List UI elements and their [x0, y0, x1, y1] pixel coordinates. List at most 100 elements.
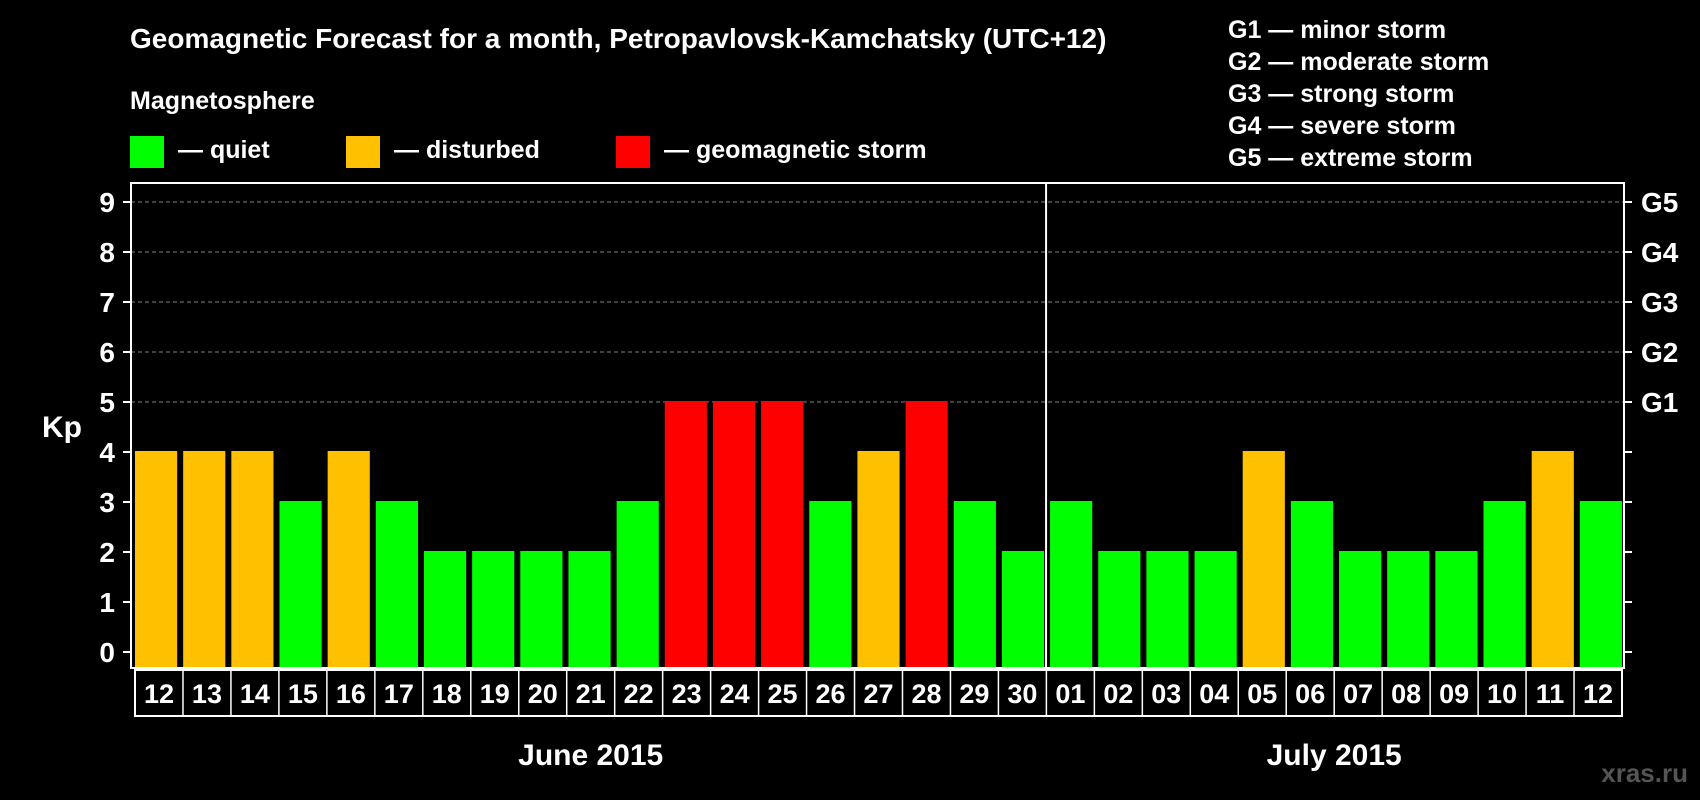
bar-04	[1194, 551, 1237, 668]
bar-24	[712, 401, 756, 668]
legend-title: Magnetosphere	[130, 87, 315, 115]
grid-lines	[131, 201, 1624, 403]
y-tick-label: 8	[99, 237, 115, 268]
x-tick-label: 27	[863, 679, 893, 709]
storm-level-label: G2	[1641, 337, 1678, 368]
y-tick-label: 5	[99, 387, 115, 418]
x-tick-label: 03	[1151, 679, 1181, 709]
bar-16	[327, 451, 370, 668]
x-tick-label: 13	[192, 679, 222, 709]
bar-18	[423, 551, 467, 668]
x-tick-label: 16	[336, 679, 366, 709]
x-tick-label: 05	[1247, 679, 1277, 709]
plot-frame	[130, 182, 1625, 669]
month-labels: June 2015 July 2015	[518, 739, 1402, 772]
bar-03	[1146, 551, 1189, 668]
x-axis: 12 13 14 15 16 17 18 19 20 21 22 23 24 25 26 27 28 29 30 01…	[134, 669, 1623, 717]
legend-swatch	[346, 136, 380, 168]
storm-scale-entry: G4 — severe storm	[1228, 112, 1456, 140]
bar-30	[1001, 551, 1045, 668]
bar-07	[1339, 551, 1382, 668]
x-tick-label: 12	[1583, 679, 1613, 709]
x-tick-label: 17	[384, 679, 414, 709]
chart-title: Geomagnetic Forecast for a month, Petrop…	[130, 23, 1106, 54]
bar-29	[953, 501, 996, 668]
storm-level-axis: G1 G2 G3 G4 G5	[1624, 187, 1679, 653]
bar-10	[1483, 501, 1526, 668]
x-tick-label: 30	[1007, 679, 1037, 709]
x-tick-label: 06	[1295, 679, 1325, 709]
bar-13	[183, 451, 226, 668]
bar-12	[1579, 501, 1622, 668]
x-tick-label: 21	[576, 679, 606, 709]
x-tick-label: 15	[288, 679, 318, 709]
storm-scale-entry: G1 — minor storm	[1228, 16, 1446, 44]
legend: — quiet — disturbed — geomagnetic storm	[130, 136, 927, 168]
bar-23	[664, 401, 707, 668]
y-tick-label: 2	[99, 537, 115, 568]
watermark: xras.ru	[1601, 758, 1688, 788]
month-label: July 2015	[1267, 739, 1402, 772]
storm-level-label: G5	[1641, 187, 1678, 218]
y-tick-label: 6	[99, 337, 115, 368]
x-tick-label: 19	[480, 679, 510, 709]
y-tick-label: 1	[99, 587, 115, 618]
x-tick-label: 26	[816, 679, 846, 709]
x-tick-label: 23	[672, 679, 702, 709]
x-tick-label: 08	[1391, 679, 1421, 709]
bar-19	[472, 551, 515, 668]
bar-27	[857, 451, 900, 668]
bar-20	[520, 551, 563, 668]
storm-level-label: G1	[1641, 387, 1678, 418]
storm-scale-entry: G2 — moderate storm	[1228, 48, 1489, 76]
x-tick-label: 25	[768, 679, 798, 709]
legend-label: — disturbed	[394, 136, 540, 164]
bar-02	[1098, 551, 1141, 668]
legend-label: — geomagnetic storm	[664, 136, 927, 164]
legend-swatch	[616, 136, 650, 168]
x-tick-label: 09	[1439, 679, 1469, 709]
bar-17	[375, 501, 418, 668]
month-label: June 2015	[518, 739, 663, 772]
x-tick-label: 24	[720, 679, 750, 709]
x-tick-label: 11	[1536, 679, 1565, 709]
bar-26	[809, 501, 852, 668]
x-tick-label: 01	[1055, 679, 1085, 709]
legend-label: — quiet	[178, 136, 270, 164]
x-tick-label: 20	[528, 679, 558, 709]
x-tick-label: 10	[1487, 679, 1517, 709]
y-tick-label: 0	[99, 637, 115, 668]
storm-scale-legend: G1 — minor storm G2 — moderate storm G3 — …	[1228, 16, 1489, 172]
y-tick-label: 9	[99, 187, 115, 218]
y-tick-label: 7	[99, 287, 115, 318]
x-tick-label: 18	[432, 679, 462, 709]
bar-11	[1531, 451, 1574, 668]
x-tick-label: 22	[624, 679, 654, 709]
bar-21	[568, 551, 611, 668]
legend-swatch	[130, 136, 164, 168]
bar-14	[231, 451, 274, 668]
bar-15	[279, 501, 322, 668]
x-tick-label: 29	[959, 679, 989, 709]
x-tick-label: 28	[911, 679, 941, 709]
date-row-frame	[134, 669, 1623, 717]
bar-22	[616, 501, 659, 668]
y-axis: 0 1 2 3 4 5 6 7 8 9	[99, 187, 131, 668]
x-tick-label: 12	[144, 679, 174, 709]
storm-level-label: G3	[1641, 287, 1678, 318]
bar-12	[135, 451, 178, 668]
y-axis-label: Kp	[42, 411, 82, 444]
bar-25	[761, 401, 804, 668]
x-tick-label: 14	[240, 679, 270, 709]
y-tick-label: 3	[99, 487, 115, 518]
x-tick-label: 02	[1103, 679, 1133, 709]
storm-scale-entry: G5 — extreme storm	[1228, 144, 1473, 172]
x-tick-label: 04	[1199, 679, 1229, 709]
storm-scale-entry: G3 — strong storm	[1228, 80, 1454, 108]
bar-28	[905, 401, 948, 668]
bar-01	[1050, 501, 1093, 668]
bar-06	[1290, 501, 1334, 668]
storm-level-label: G4	[1641, 237, 1679, 268]
x-tick-label: 07	[1343, 679, 1373, 709]
